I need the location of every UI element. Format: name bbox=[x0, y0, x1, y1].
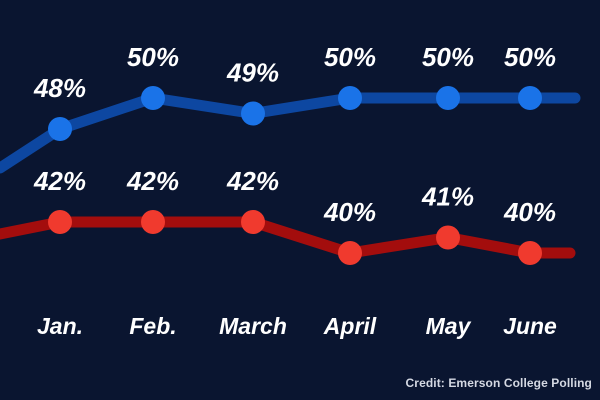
x-tick-label-4: May bbox=[426, 313, 472, 339]
credit-text: Credit: Emerson College Polling bbox=[405, 376, 592, 390]
data-point-s0-5 bbox=[518, 86, 542, 110]
data-point-s1-3 bbox=[338, 241, 362, 265]
data-label-s1-5: 40% bbox=[503, 197, 556, 227]
data-label-s1-3: 40% bbox=[323, 197, 376, 227]
data-point-s0-0 bbox=[48, 117, 72, 141]
data-label-s1-0: 42% bbox=[33, 166, 86, 196]
x-tick-label-3: April bbox=[323, 313, 377, 339]
data-point-s1-2 bbox=[241, 210, 265, 234]
x-tick-label-5: June bbox=[503, 313, 557, 339]
data-point-s0-2 bbox=[241, 101, 265, 126]
data-point-s1-1 bbox=[141, 210, 165, 234]
series-line-1 bbox=[0, 216, 576, 259]
x-tick-label-1: Feb. bbox=[129, 313, 176, 339]
data-point-s1-5 bbox=[518, 241, 542, 265]
x-tick-label-2: March bbox=[219, 313, 287, 339]
data-label-s0-1: 50% bbox=[127, 42, 179, 72]
x-tick-label-0: Jan. bbox=[37, 313, 83, 339]
data-point-s0-3 bbox=[338, 86, 362, 110]
data-label-s1-2: 42% bbox=[226, 166, 279, 196]
data-point-s1-0 bbox=[48, 210, 72, 234]
data-point-s0-1 bbox=[141, 86, 165, 110]
data-label-s0-3: 50% bbox=[324, 42, 376, 72]
series-line-0 bbox=[0, 92, 581, 174]
data-label-s0-4: 50% bbox=[422, 42, 474, 72]
data-label-s0-5: 50% bbox=[504, 42, 556, 72]
data-label-s0-2: 49% bbox=[226, 58, 279, 88]
data-point-s1-4 bbox=[436, 225, 460, 250]
data-label-s0-0: 48% bbox=[33, 73, 86, 103]
data-point-s0-4 bbox=[436, 86, 460, 110]
data-label-s1-4: 41% bbox=[421, 182, 474, 212]
data-label-s1-1: 42% bbox=[126, 166, 179, 196]
